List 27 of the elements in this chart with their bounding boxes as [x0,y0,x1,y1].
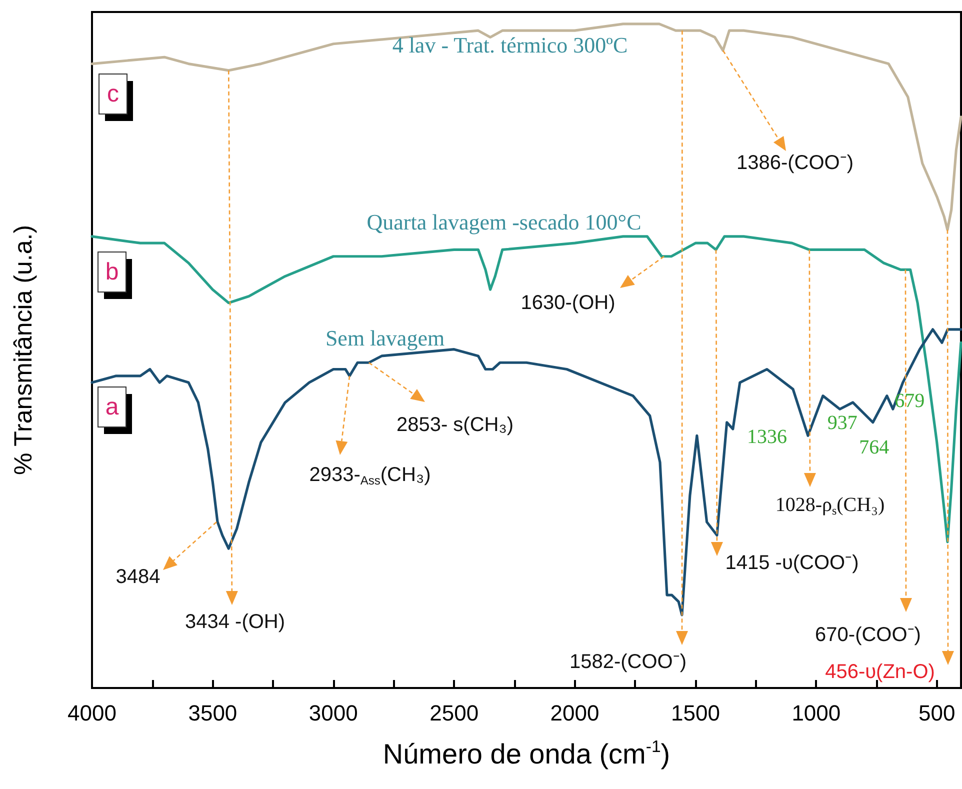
annotation: b [105,258,119,286]
annotation: 1336 [747,426,788,448]
series-label: 4 lav - Trat. térmico 300ºC [392,32,628,58]
annotation: 3484 [116,566,160,588]
annotation: a [105,394,120,420]
annotation: 937 [827,412,858,434]
series-label: Sem lavagem [325,326,445,350]
y-axis-title: % Transmitância (u.a.) [10,224,38,476]
x-tick-label: 500 [918,700,956,726]
annotation: 1582-(COO⁻) [569,651,687,673]
x-tick-label: 2500 [430,700,479,726]
x-tick-label: 3500 [188,700,238,726]
x-tick-label: 3000 [308,700,358,726]
x-tick-label: 1500 [670,700,720,726]
annotation: 2853- s(CH₃) [396,414,514,436]
x-tick-label: 1000 [792,700,841,726]
annotation: 1386-(COO⁻) [736,152,854,174]
annotation: 3434 -(OH) [184,611,286,633]
x-tick-label: 2000 [550,700,600,726]
series-label: Quarta lavagem -secado 100°C [366,210,642,234]
annotation: 764 [859,436,890,458]
annotation: 1415 -υ(COO⁻) [725,552,859,574]
annotation: 456-υ(Zn-O) [825,661,935,683]
annotation: c [107,80,119,108]
annotation: 1630-(OH) [520,292,616,314]
annotation: 670-(COO⁻) [815,624,921,646]
x-tick-label: 4000 [68,700,116,726]
